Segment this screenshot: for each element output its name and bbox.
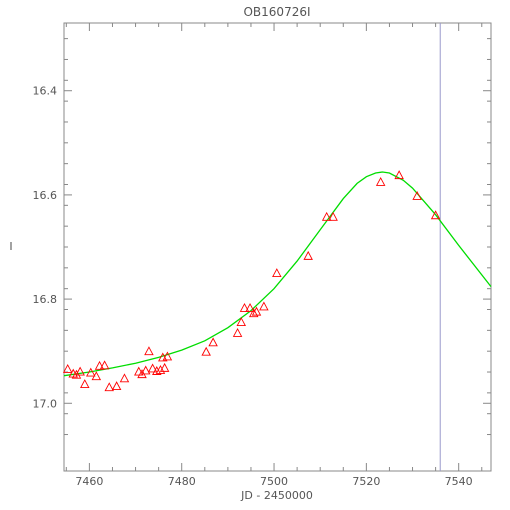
y-tick-label: 16.6	[33, 189, 58, 202]
data-point	[328, 211, 338, 221]
y-axis-label: I	[9, 240, 12, 253]
data-point	[62, 363, 73, 373]
data-point	[272, 268, 282, 278]
data-point	[147, 363, 158, 373]
data-point	[208, 337, 218, 347]
x-tick-labels: 7460 7480 7500 7520 7540	[75, 475, 472, 488]
data-point	[232, 328, 243, 337]
data-point	[119, 373, 130, 383]
data-point	[375, 176, 386, 186]
data-point	[394, 170, 404, 180]
data-point	[91, 371, 102, 381]
data-point	[71, 369, 82, 379]
data-point	[321, 211, 332, 221]
data-point	[86, 367, 96, 377]
y-tick-labels: 16.4 16.6 16.8 17.0	[33, 85, 58, 411]
data-point	[201, 346, 211, 356]
data-point	[303, 250, 313, 260]
data-point	[140, 365, 151, 375]
data-point	[75, 366, 85, 376]
model-curve	[63, 171, 492, 377]
data-point	[104, 382, 114, 392]
data-point	[144, 346, 154, 356]
data-point	[430, 210, 441, 220]
y-tick-label: 16.4	[33, 85, 58, 98]
data-point	[111, 381, 122, 391]
y-tick-label: 17.0	[33, 397, 58, 410]
data-point	[94, 360, 105, 370]
data-points	[62, 170, 441, 392]
x-tick-label: 7500	[260, 475, 288, 488]
data-point	[251, 306, 262, 316]
x-axis-label: JD - 2450000	[240, 489, 313, 502]
data-point	[239, 303, 250, 312]
data-point	[159, 362, 170, 372]
data-point	[99, 360, 110, 370]
data-point	[412, 191, 422, 200]
x-tick-label: 7480	[168, 475, 196, 488]
data-point	[236, 317, 247, 326]
x-tick-label: 7540	[445, 475, 473, 488]
data-point	[134, 366, 144, 376]
chart-title: OB160726I	[243, 5, 310, 19]
axis-ticks	[64, 23, 491, 471]
data-point	[259, 301, 269, 311]
y-tick-label: 16.8	[33, 293, 58, 306]
data-point	[80, 379, 90, 388]
x-tick-label: 7520	[352, 475, 380, 488]
data-point	[162, 351, 173, 361]
data-point	[152, 366, 162, 375]
data-point	[248, 308, 259, 318]
x-tick-label: 7460	[75, 475, 103, 488]
data-point	[245, 303, 255, 312]
data-point	[155, 365, 166, 374]
plot-frame	[63, 22, 492, 472]
